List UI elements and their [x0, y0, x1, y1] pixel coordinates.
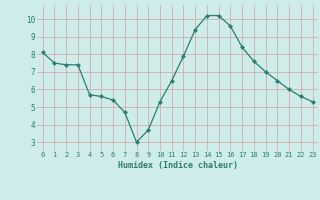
X-axis label: Humidex (Indice chaleur): Humidex (Indice chaleur): [118, 161, 237, 170]
